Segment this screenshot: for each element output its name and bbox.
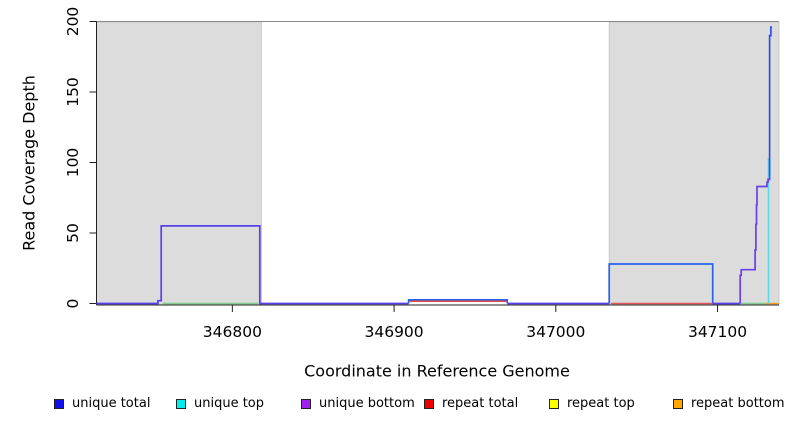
y-axis-title: Read Coverage Depth <box>19 75 39 251</box>
y-tick-label: 50 <box>64 223 82 243</box>
legend-item-unique-top: unique top <box>176 396 264 411</box>
legend-label-repeat-bottom: repeat bottom <box>691 396 785 411</box>
legend-label-unique-bottom: unique bottom <box>319 396 415 411</box>
legend-swatch-unique-bottom <box>301 398 311 409</box>
x-tick-label: 346900 <box>364 323 423 341</box>
legend-label-unique-top: unique top <box>194 396 265 411</box>
repeat-total-bump <box>407 300 509 304</box>
legend-item-repeat-top: repeat top <box>549 396 635 411</box>
legend-item-repeat-total: repeat total <box>424 396 518 411</box>
legend-swatch-repeat-top <box>549 398 559 409</box>
x-tick-label: 346800 <box>203 323 262 341</box>
x-axis-title: Coordinate in Reference Genome <box>304 361 570 381</box>
legend-item-unique-bottom: unique bottom <box>301 396 415 411</box>
legend-swatch-repeat-bottom <box>673 398 683 409</box>
legend-item-unique-total: unique total <box>54 396 150 411</box>
legend-swatch-unique-total <box>54 398 64 409</box>
y-tick-label: 200 <box>64 7 82 37</box>
legend-item-repeat-bottom: repeat bottom <box>673 396 785 411</box>
y-tick-label: 100 <box>64 148 82 178</box>
unique-coverage-left <box>96 225 409 305</box>
y-tick-label: 0 <box>64 299 82 309</box>
unique-total-right-plateau <box>608 263 714 304</box>
y-tick-label: 150 <box>64 77 82 107</box>
legend-swatch-unique-top <box>176 398 186 409</box>
x-tick-label: 347000 <box>526 323 585 341</box>
legend-swatch-repeat-total <box>424 398 434 409</box>
legend-label-repeat-total: repeat total <box>442 396 519 411</box>
masked-region <box>96 21 262 306</box>
masked-region <box>608 21 780 306</box>
unique-total-final-spike <box>768 26 772 177</box>
legend-label-unique-total: unique total <box>72 396 151 411</box>
unique-total-bump <box>407 299 509 304</box>
unique-bottom-steps <box>739 176 771 304</box>
x-tick-label: 347100 <box>688 323 747 341</box>
legend-label-repeat-top: repeat top <box>567 396 635 411</box>
